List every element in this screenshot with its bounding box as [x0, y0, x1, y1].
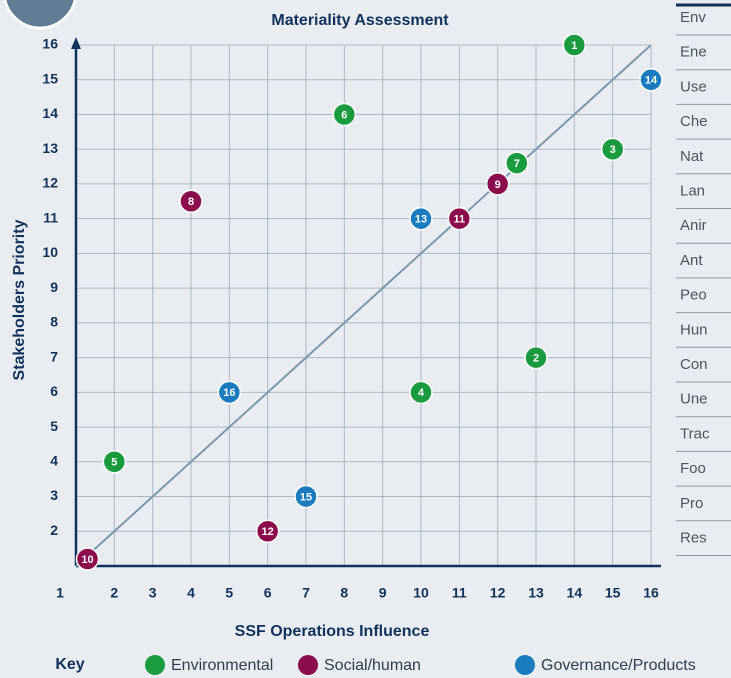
y-tick-label: 13 [42, 140, 58, 156]
point-label: 8 [188, 196, 194, 208]
y-tick-label: 14 [42, 105, 58, 121]
table-cell: Pro [680, 495, 703, 512]
x-tick-label: 3 [149, 585, 157, 601]
point [505, 151, 529, 175]
point [75, 547, 100, 571]
x-tick-label: 7 [302, 585, 310, 601]
table-cell: Con [680, 356, 708, 373]
point [102, 450, 127, 474]
x-tick-label: 10 [413, 585, 429, 601]
point [179, 189, 203, 214]
table-cell: Use [680, 78, 707, 95]
x-tick-label: 4 [187, 585, 195, 601]
table-cell: Ant [680, 252, 703, 269]
y-axis-arrow [71, 37, 81, 49]
x-tick-label: 16 [643, 585, 659, 601]
x-tick-label: 1 [56, 585, 64, 601]
x-tick-label: 12 [490, 585, 506, 601]
x-tick-label: 8 [340, 585, 348, 601]
point-label: 5 [111, 457, 117, 469]
y-tick-label: 7 [50, 348, 58, 364]
x-tick-label: 13 [528, 585, 544, 601]
point [600, 137, 625, 161]
y-tick-label: 10 [42, 244, 58, 260]
table-cell: Env [680, 9, 706, 26]
point [562, 33, 587, 57]
table-cell: Nat [680, 148, 704, 165]
table-cell: Che [680, 113, 708, 130]
point [524, 345, 548, 370]
y-tick-label: 8 [50, 314, 58, 330]
y-tick-label: 6 [50, 383, 58, 399]
y-tick-label: 3 [50, 487, 58, 503]
point-label: 2 [533, 353, 539, 365]
corner-badge [3, 0, 77, 30]
point-label: 6 [341, 109, 347, 121]
chart-title: Materiality Assessment [271, 12, 449, 29]
point-label: 7 [514, 158, 520, 170]
y-tick-label: 2 [50, 522, 58, 538]
point-label: 3 [610, 144, 616, 156]
table-cell: Hun [680, 321, 708, 338]
point-label: 12 [262, 526, 274, 538]
point-label: 11 [454, 214, 466, 226]
x-tick-label: 9 [379, 585, 387, 601]
x-tick-label: 15 [605, 585, 621, 601]
point [447, 206, 472, 231]
y-tick-label: 9 [50, 279, 58, 295]
legend-title: Key [55, 656, 84, 673]
point [409, 380, 433, 405]
point [332, 102, 357, 127]
point [294, 484, 318, 509]
x-axis-label: SSF Operations Influence [235, 623, 430, 640]
y-tick-label: 16 [42, 36, 58, 52]
table-cell: Res [680, 529, 707, 546]
x-tick-label: 14 [567, 585, 583, 601]
table-cell: Peo [680, 287, 707, 304]
table-cell: Anir [680, 217, 707, 234]
point [639, 67, 663, 92]
legend-swatch [298, 655, 318, 675]
point [485, 172, 510, 196]
legend-label: Environmental [171, 657, 273, 674]
diagonal-line [75, 44, 652, 567]
table-cell: Foo [680, 460, 706, 477]
point-label: 13 [415, 214, 427, 226]
point-label: 1 [571, 40, 577, 52]
point [409, 206, 433, 231]
y-tick-label: 12 [42, 175, 58, 191]
legend-label: Social/human [324, 657, 421, 674]
table-cell: Une [680, 391, 708, 408]
y-axis-label: Stakeholders Priority [11, 219, 28, 380]
point-label: 16 [223, 387, 235, 399]
point-label: 4 [418, 387, 425, 399]
legend-swatch [145, 655, 165, 675]
table-cell: Ene [680, 44, 707, 61]
point [217, 380, 242, 405]
x-tick-label: 2 [110, 585, 118, 601]
point-label: 15 [300, 491, 312, 503]
x-tick-label: 5 [225, 585, 233, 601]
y-tick-label: 15 [42, 70, 58, 86]
x-tick-label: 6 [264, 585, 272, 601]
point-label: 9 [495, 179, 501, 191]
y-tick-label: 11 [43, 209, 58, 225]
y-tick-label: 4 [50, 453, 58, 469]
y-tick-label: 5 [50, 418, 58, 434]
x-tick-label: 11 [452, 585, 467, 601]
point [255, 519, 280, 544]
table-cell: Lan [680, 182, 705, 199]
legend-label: Governance/Products [541, 657, 696, 674]
point-label: 14 [645, 75, 658, 87]
legend-swatch [515, 655, 535, 675]
point-label: 10 [81, 554, 93, 566]
table-cell: Trac [680, 425, 710, 442]
